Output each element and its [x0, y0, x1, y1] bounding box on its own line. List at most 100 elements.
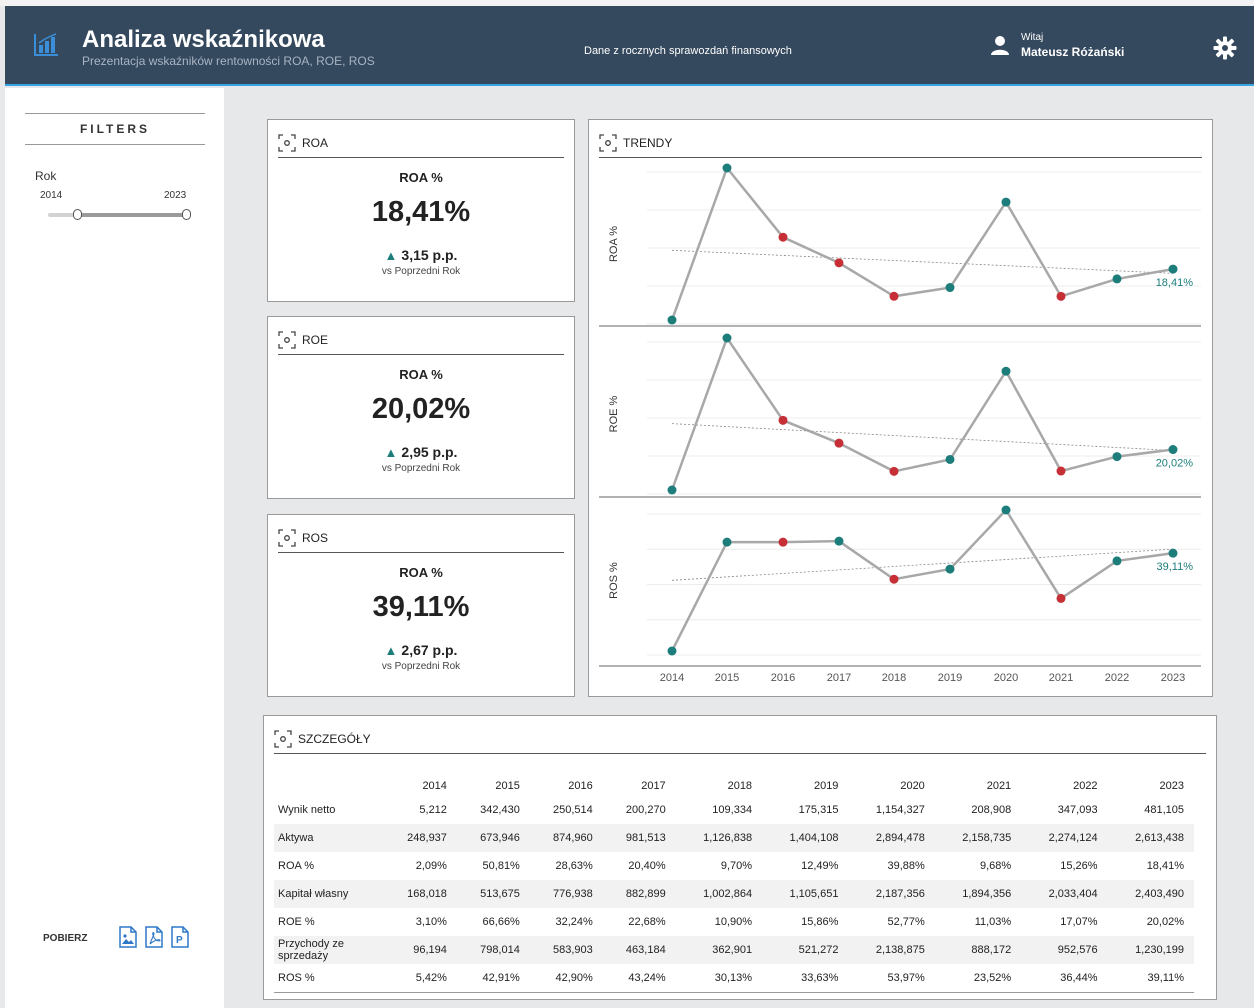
page-subtitle: Prezentacja wskaźników rentowności ROA, … [82, 54, 375, 68]
table-header-row: 2014 2015 2016 2017 2018 2019 2020 2021 2022 2023 [274, 772, 1194, 796]
page-title: Analiza wskaźnikowa [82, 26, 325, 53]
table-cell: 52,77% [887, 916, 925, 928]
data-point [722, 537, 732, 547]
table-cell: 874,960 [529, 824, 603, 852]
pdf-icon[interactable] [145, 926, 163, 948]
year-slider-max-handle[interactable] [182, 209, 191, 220]
table-cell: 18,41% [1146, 860, 1184, 872]
data-point [1112, 274, 1122, 284]
focus-mode-icon[interactable] [599, 134, 617, 152]
data-point [667, 646, 677, 656]
table-cell: 463,184 [602, 936, 676, 964]
data-label: 18,41% [1156, 277, 1194, 289]
table-cell: 33,63% [762, 964, 849, 993]
filters-title: FILTERS [25, 113, 205, 145]
table-cell: 3,10% [415, 916, 447, 928]
data-point [667, 485, 677, 495]
card-header: ROA [278, 132, 564, 158]
filters-sidebar: FILTERS Rok 2014 2023 POBIERZ P [5, 88, 224, 1008]
data-point [722, 333, 732, 343]
kpi-comparison-note: vs Poprzedni Rok [381, 266, 461, 277]
trend-charts: ROA % 18,41% ROE % 20,02% ROS % 39,11% 2014 201… [599, 163, 1201, 684]
data-source-note: Dane z rocznych sprawozdań finansowych [584, 45, 792, 57]
table-cell: 1,105,651 [762, 880, 849, 908]
year-slider-selected-range [77, 213, 186, 217]
table-cell: 22,68% [628, 916, 666, 928]
up-arrow-icon: ▲ [384, 445, 398, 460]
x-tick-label: 2014 [660, 672, 684, 684]
table-row: ROA % 2,09% 50,81% 28,63% 20,40% 9,70% 12,49% 3… [274, 852, 1194, 880]
data-point [778, 537, 788, 547]
x-tick-label: 2019 [938, 672, 962, 684]
data-point [667, 315, 677, 325]
table-column-header: 2021 [986, 780, 1012, 792]
table-cell: 1,126,838 [675, 824, 763, 852]
kpi-card-roe: ROE ROA % 20,02% ▲ 2,95 p.p. vs Poprzedni… [267, 316, 575, 499]
data-point [1001, 505, 1011, 515]
card-header: ROE [278, 329, 564, 355]
table-cell: 36,44% [1021, 964, 1108, 993]
data-point [1112, 556, 1122, 566]
kpi-delta-value: 2,95 p.p. [401, 444, 458, 460]
card-title: ROA [302, 136, 329, 150]
table-cell: 2,187,356 [848, 880, 935, 908]
table-cell: 2,613,438 [1107, 824, 1194, 852]
table-cell: 39,88% [887, 860, 925, 872]
table-column-header: 2015 [495, 780, 520, 792]
table-cell: 208,908 [971, 804, 1012, 816]
powerpoint-icon[interactable]: P [171, 926, 189, 948]
table-row: Przychody ze sprzedaży 96,194 798,014 583,9… [274, 936, 1194, 964]
data-point [1001, 366, 1011, 376]
table-cell: 798,014 [456, 936, 530, 964]
axis-title: ROS % [608, 562, 620, 599]
table-column-header: 2017 [641, 780, 666, 792]
table-cell: 521,272 [762, 936, 849, 964]
up-arrow-icon: ▲ [384, 643, 398, 658]
table-cell: 23,52% [934, 964, 1022, 993]
table-row: Kapitał własny 168,018 513,675 776,938 882,8… [274, 880, 1194, 908]
kpi-comparison-note: vs Poprzedni Rok [381, 661, 461, 672]
table-row: ROE % 3,10% 66,66% 32,24% 22,68% 10,90% 15,86%… [274, 908, 1194, 936]
image-icon[interactable] [119, 926, 137, 948]
table-column-header: 2014 [422, 780, 447, 792]
table-corner-header [274, 772, 384, 796]
trends-card: TRENDY ROA % 18,41% ROE % 20,02% ROS % 39,11%… [588, 119, 1213, 697]
table-cell: 342,430 [480, 804, 520, 816]
table-cell: 2,403,490 [1107, 880, 1194, 908]
table-cell: 1,230,199 [1107, 936, 1194, 964]
table-cell: 513,675 [456, 880, 530, 908]
data-point [1112, 452, 1122, 462]
x-tick-label: 2015 [715, 672, 739, 684]
table-cell: 362,901 [675, 936, 763, 964]
trend-line [671, 249, 1174, 274]
table-cell: 30,13% [675, 964, 763, 993]
data-point [1056, 466, 1066, 476]
focus-mode-icon[interactable] [278, 529, 296, 547]
focus-mode-icon[interactable] [278, 134, 296, 152]
kpi-delta: ▲ 2,95 p.p. [268, 444, 574, 460]
kpi-value: 20,02% [371, 393, 471, 425]
table-cell: 109,334 [712, 804, 753, 816]
data-point [1056, 593, 1066, 603]
table-cell: 583,903 [529, 936, 603, 964]
table-cell: 17,07% [1060, 916, 1098, 928]
kpi-card-ros: ROS ROA % 39,11% ▲ 2,67 p.p. vs Poprzedni… [267, 514, 575, 697]
table-cell: 2,138,875 [848, 936, 935, 964]
gear-icon[interactable] [1213, 36, 1237, 60]
card-title: ROE [302, 333, 329, 347]
focus-mode-icon[interactable] [274, 730, 292, 748]
data-point [778, 415, 788, 425]
data-point [1168, 264, 1178, 274]
greeting-label: Witaj [1021, 32, 1044, 43]
table-row: Aktywa 248,937 673,946 874,960 981,513 1,126,… [274, 824, 1194, 852]
table-cell: 50,81% [482, 860, 520, 872]
table-cell: 347,093 [1057, 804, 1098, 816]
data-point [945, 283, 955, 293]
table-cell: 11,03% [974, 916, 1012, 928]
x-tick-label: 2020 [994, 672, 1018, 684]
year-slider-min-handle[interactable] [73, 209, 82, 220]
table-cell: 5,212 [419, 804, 447, 816]
up-arrow-icon: ▲ [384, 248, 398, 263]
focus-mode-icon[interactable] [278, 331, 296, 349]
year-filter-label: Rok [35, 169, 57, 183]
